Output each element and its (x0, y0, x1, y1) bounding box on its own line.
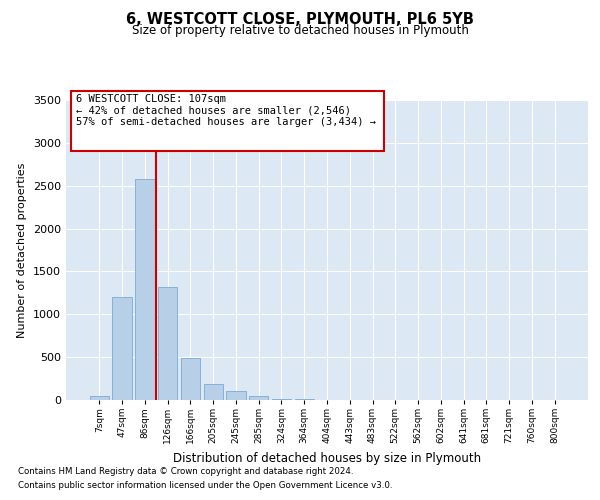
Bar (158, 287, 178, 400)
Text: Size of property relative to detached houses in Plymouth: Size of property relative to detached ho… (131, 24, 469, 37)
Bar (135, 179, 155, 400)
X-axis label: Distribution of detached houses by size in Plymouth: Distribution of detached houses by size … (173, 452, 481, 464)
Bar (203, 384, 223, 400)
Text: Contains public sector information licensed under the Open Government Licence v3: Contains public sector information licen… (18, 481, 392, 490)
Y-axis label: Number of detached properties: Number of detached properties (17, 162, 28, 338)
Bar (181, 358, 200, 400)
Bar (226, 392, 245, 400)
Bar (249, 396, 268, 400)
Bar (295, 399, 314, 400)
Bar (90, 396, 109, 400)
Text: Contains HM Land Registry data © Crown copyright and database right 2024.: Contains HM Land Registry data © Crown c… (18, 467, 353, 476)
FancyBboxPatch shape (71, 91, 385, 151)
Text: 6 WESTCOTT CLOSE: 107sqm
← 42% of detached houses are smaller (2,546)
57% of sem: 6 WESTCOTT CLOSE: 107sqm ← 42% of detach… (76, 94, 376, 127)
Text: 6, WESTCOTT CLOSE, PLYMOUTH, PL6 5YB: 6, WESTCOTT CLOSE, PLYMOUTH, PL6 5YB (126, 12, 474, 28)
Bar (272, 398, 291, 400)
Bar (112, 297, 132, 400)
